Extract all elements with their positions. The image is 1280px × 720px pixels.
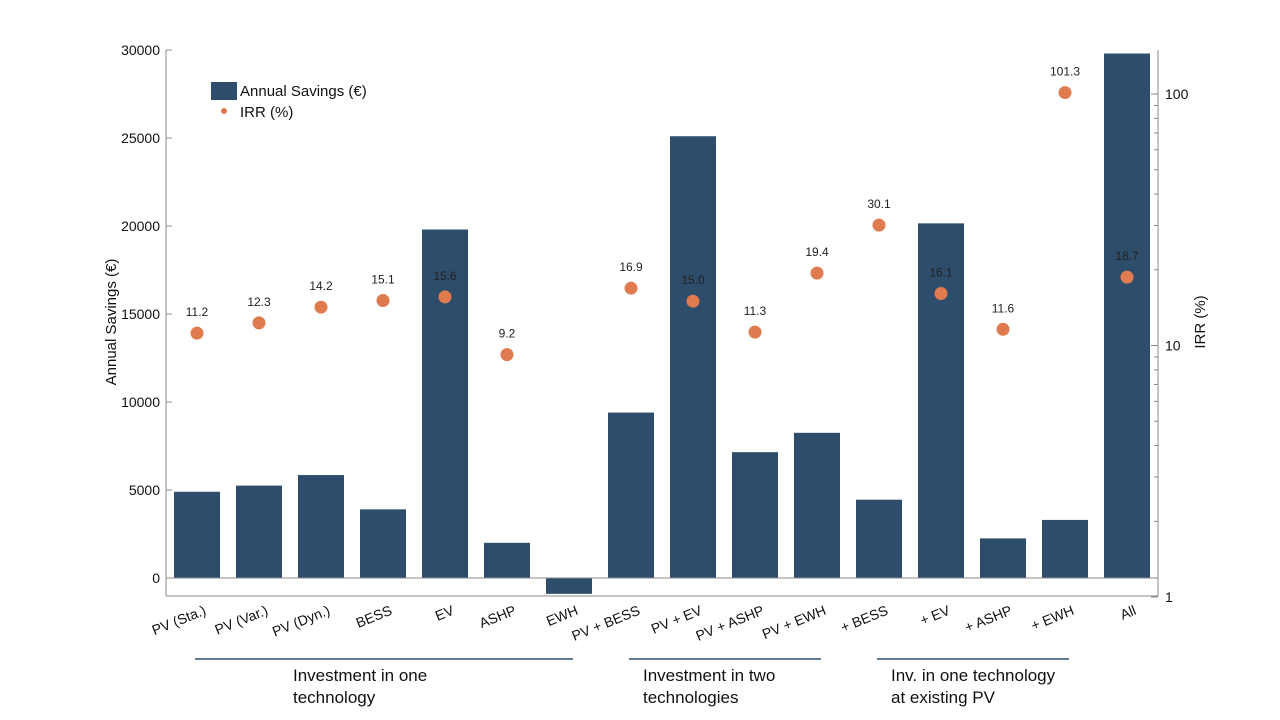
bar	[732, 452, 778, 578]
bar	[546, 578, 592, 594]
irr-point	[190, 326, 204, 340]
x-tick-label: BESS	[353, 602, 394, 631]
irr-data-label: 11.2	[186, 305, 209, 319]
y-tick-label: 15000	[121, 306, 160, 322]
y2-tick-label: 1	[1165, 589, 1173, 605]
irr-point	[1120, 270, 1134, 284]
x-tick-label: PV + EWH	[760, 602, 828, 642]
legend-label-savings: Annual Savings (€)	[240, 83, 367, 100]
legend-label-irr: IRR (%)	[240, 104, 293, 121]
x-tick-label: EWH	[544, 602, 580, 629]
bar	[918, 223, 964, 579]
x-tick-label: PV + ASHP	[693, 602, 766, 644]
irr-point	[500, 348, 514, 362]
irr-point	[252, 316, 266, 330]
irr-point	[376, 293, 390, 307]
bar	[236, 485, 282, 578]
group-label-line2: at existing PV	[891, 688, 996, 707]
x-tick-label: PV (Sta.)	[149, 602, 208, 638]
y2-tick-label: 10	[1165, 338, 1181, 354]
legend-irr-swatch	[221, 108, 227, 114]
x-tick-label: PV (Var.)	[212, 602, 270, 638]
group-label-line2: technologies	[643, 688, 738, 707]
y-tick-label: 25000	[121, 130, 160, 146]
irr-data-label: 101.3	[1050, 65, 1080, 79]
y-tick-label: 5000	[129, 482, 160, 498]
bar	[484, 542, 530, 578]
irr-data-label: 12.3	[247, 295, 271, 309]
group-label-line2: technology	[293, 688, 376, 707]
group-label-line1: Investment in two	[643, 666, 775, 685]
irr-point	[624, 281, 638, 295]
bar	[856, 499, 902, 578]
irr-data-label: 30.1	[867, 197, 891, 211]
irr-data-label: 15.1	[371, 272, 395, 286]
bar	[422, 229, 468, 578]
irr-data-label: 18.7	[1115, 249, 1139, 263]
y2-axis-label: IRR (%)	[1192, 295, 1209, 348]
x-tick-label: EV	[433, 602, 457, 624]
x-tick-label: + ASHP	[962, 602, 1014, 635]
bar	[670, 136, 716, 579]
group-annotations: Investment in one technology Investment in…	[195, 658, 1069, 707]
irr-data-label: 11.3	[744, 304, 767, 318]
bar	[980, 538, 1026, 578]
bar	[1104, 53, 1150, 578]
x-tick-label: All	[1118, 602, 1138, 623]
x-tick-label: PV + BESS	[569, 602, 642, 644]
irr-data-label: 15.0	[681, 273, 705, 287]
irr-point	[314, 300, 328, 314]
legend-bar-swatch	[211, 82, 237, 100]
irr-point	[872, 218, 886, 232]
y2-tick-label: 100	[1165, 86, 1189, 102]
bar	[608, 412, 654, 578]
irr-layer: 11.2 12.3 14.2 15.1 15.6 9.2 16.9 15.0 11.3 19.4 3…	[186, 65, 1139, 362]
irr-point	[438, 290, 452, 304]
irr-data-label: 15.6	[433, 269, 457, 283]
bar	[174, 491, 220, 578]
group-label-line1: Investment in one	[293, 666, 427, 685]
irr-point	[1058, 86, 1072, 100]
irr-point	[748, 325, 762, 339]
x-tick-label: + BESS	[838, 602, 890, 635]
bar	[1042, 519, 1088, 578]
irr-data-label: 16.1	[929, 265, 953, 279]
x-tick-label: + EWH	[1029, 602, 1076, 634]
y-tick-label: 0	[152, 570, 160, 586]
y-tick-label: 20000	[121, 218, 160, 234]
x-tick-label: ASHP	[477, 602, 518, 631]
x-tick-label: PV (Dyn.)	[270, 602, 332, 640]
bar	[794, 432, 840, 578]
bar	[360, 509, 406, 578]
irr-data-label: 9.2	[499, 327, 516, 341]
group-label-line1: Inv. in one technology	[891, 666, 1056, 685]
irr-data-label: 11.6	[992, 301, 1015, 315]
legend: Annual Savings (€) IRR (%)	[211, 82, 367, 121]
irr-data-label: 14.2	[309, 279, 333, 293]
irr-point	[686, 294, 700, 308]
y-tick-label: 10000	[121, 394, 160, 410]
x-tick-label: + EV	[918, 602, 953, 629]
irr-point	[996, 322, 1010, 336]
irr-point	[934, 286, 948, 300]
irr-data-label: 19.4	[805, 245, 829, 259]
irr-data-label: 16.9	[619, 260, 643, 274]
y-tick-label: 30000	[121, 42, 160, 58]
y-axis-label: Annual Savings (€)	[103, 259, 120, 386]
bars-layer	[174, 53, 1150, 594]
irr-point	[810, 266, 824, 280]
bar	[298, 475, 344, 578]
